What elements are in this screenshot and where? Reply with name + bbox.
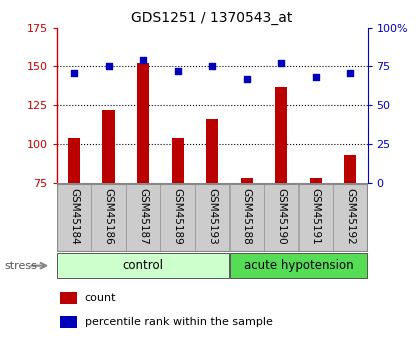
Text: GSM45188: GSM45188: [241, 188, 252, 245]
Point: [140, 58, 147, 63]
Point: [347, 70, 354, 76]
FancyBboxPatch shape: [264, 184, 298, 251]
Text: stress: stress: [4, 261, 37, 270]
Point: [243, 76, 250, 82]
FancyBboxPatch shape: [57, 253, 229, 278]
FancyBboxPatch shape: [195, 184, 229, 251]
Text: GSM45187: GSM45187: [138, 188, 148, 245]
Text: GSM45186: GSM45186: [103, 188, 113, 245]
Bar: [137, 63, 149, 183]
Text: GSM45190: GSM45190: [276, 188, 286, 245]
Point: [105, 63, 112, 69]
FancyBboxPatch shape: [333, 184, 368, 251]
FancyBboxPatch shape: [299, 184, 333, 251]
Bar: [60, 316, 77, 328]
Text: count: count: [85, 293, 116, 303]
Bar: [310, 178, 322, 183]
Bar: [102, 110, 115, 183]
Point: [278, 61, 284, 66]
Bar: [275, 87, 287, 183]
Text: GSM45193: GSM45193: [207, 188, 217, 245]
Bar: [60, 292, 77, 304]
Point: [209, 63, 215, 69]
Text: GSM45191: GSM45191: [311, 188, 321, 245]
Point: [71, 70, 77, 76]
Point: [312, 75, 319, 80]
Bar: [241, 178, 253, 183]
FancyBboxPatch shape: [160, 184, 194, 251]
Title: GDS1251 / 1370543_at: GDS1251 / 1370543_at: [131, 11, 293, 25]
Text: GSM45184: GSM45184: [69, 188, 79, 245]
Text: control: control: [123, 259, 163, 272]
Text: percentile rank within the sample: percentile rank within the sample: [85, 317, 273, 327]
FancyBboxPatch shape: [126, 184, 160, 251]
FancyBboxPatch shape: [57, 184, 91, 251]
Bar: [206, 119, 218, 183]
Bar: [68, 138, 80, 183]
Text: acute hypotension: acute hypotension: [244, 259, 353, 272]
Text: GSM45192: GSM45192: [345, 188, 355, 245]
FancyBboxPatch shape: [92, 184, 126, 251]
Bar: [344, 155, 356, 183]
Bar: [171, 138, 184, 183]
FancyBboxPatch shape: [230, 253, 368, 278]
Point: [174, 68, 181, 74]
Text: GSM45189: GSM45189: [173, 188, 183, 245]
FancyBboxPatch shape: [230, 184, 264, 251]
